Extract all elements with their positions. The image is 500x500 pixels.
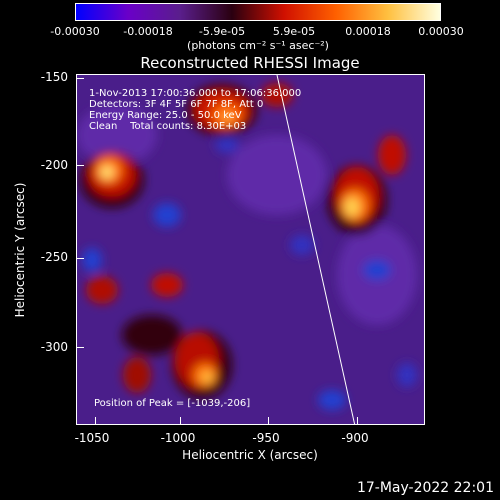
image-map: [77, 75, 424, 424]
rhessi-image: 1-Nov-2013 17:00:36.000 to 17:06:36.000 …: [76, 74, 425, 425]
annotation-energy: Energy Range: 25.0 - 50.0 keV: [89, 110, 242, 121]
colorbar-tick: 0.00018: [345, 25, 391, 38]
colorbar: [75, 3, 441, 21]
y-tick-mark: [76, 258, 84, 259]
colorbar-tick: -0.00018: [123, 25, 173, 38]
colorbar-tick: 0.00030: [418, 25, 464, 38]
x-tick-mark: [357, 417, 358, 425]
emission-blobs: [77, 83, 417, 410]
colorbar-tick: -5.9e-05: [198, 25, 246, 38]
image-title: Reconstructed RHESSI Image: [140, 54, 360, 72]
x-axis-label: Heliocentric X (arcsec): [182, 448, 318, 462]
x-tick-mark: [268, 417, 269, 425]
y-tick-label: -150: [40, 70, 68, 84]
y-tick-mark: [76, 165, 84, 166]
y-tick-label: -200: [40, 158, 68, 172]
colorbar-tick: -0.00030: [50, 25, 100, 38]
annotation-time-range: 1-Nov-2013 17:00:36.000 to 17:06:36.000: [89, 88, 302, 99]
x-tick-mark: [95, 417, 96, 425]
x-tick-label: -1050: [74, 431, 110, 445]
x-tick-label: -950: [252, 431, 280, 445]
solar-limb-line: [276, 75, 356, 424]
y-tick-mark: [76, 78, 84, 79]
annotation-detectors: Detectors: 3F 4F 5F 6F 7F 8F, Att 0: [89, 99, 264, 110]
y-tick-label: -300: [40, 340, 68, 354]
y-tick-mark: [76, 347, 84, 348]
x-tick-label: -1000: [160, 431, 196, 445]
colorbar-tick: 5.9e-05: [272, 25, 316, 38]
y-tick-label: -250: [40, 250, 68, 264]
x-tick-label: -900: [341, 431, 369, 445]
x-tick-mark: [180, 417, 181, 425]
timestamp: 17-May-2022 22:01: [356, 480, 494, 496]
annotation-peak: Position of Peak = [-1039,-206]: [94, 398, 251, 409]
colorbar-units: (photons cm⁻² s⁻¹ asec⁻²): [187, 39, 329, 52]
y-axis-label: Heliocentric Y (arcsec): [13, 182, 27, 318]
annotation-clean: Clean Total counts: 8.30E+03: [89, 121, 247, 132]
